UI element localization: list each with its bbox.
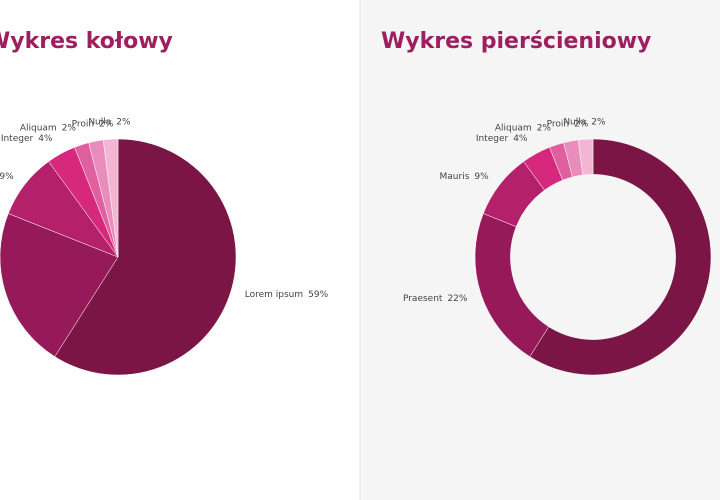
right-panel — [360, 0, 720, 500]
value-label: 2% — [62, 123, 77, 133]
slice-label: Proin 2% — [547, 119, 589, 129]
slice-label: Praesent 22% — [403, 293, 468, 303]
slice — [577, 138, 594, 176]
category-label: Lorem ipsum — [245, 289, 303, 299]
value-label: 2% — [591, 117, 606, 127]
slice-label: Mauris 9% — [440, 172, 490, 182]
value-label: 2% — [574, 119, 589, 129]
slice-label: Integer 4% — [476, 133, 528, 143]
slice-label: Lorem ipsum 59% — [245, 289, 329, 299]
category-label: Aliquam — [495, 123, 532, 133]
slice-label: Aliquam 2% — [495, 123, 552, 133]
slice-label: Proin 2% — [72, 119, 114, 129]
slice-label: Integer 4% — [1, 133, 53, 143]
value-label: 2% — [99, 119, 114, 129]
value-label: 2% — [537, 123, 552, 133]
category-label: Integer — [1, 133, 34, 143]
slice — [102, 138, 119, 258]
value-label: 9% — [0, 172, 14, 182]
category-label: Mauris — [440, 172, 470, 182]
value-label: 4% — [38, 133, 53, 143]
slice — [529, 138, 712, 376]
chart-title: Wykres kołowy — [0, 29, 173, 54]
value-label: 4% — [513, 133, 528, 143]
value-label: 9% — [474, 172, 489, 182]
category-label: Praesent — [403, 293, 443, 303]
category-label: Integer — [476, 133, 509, 143]
slice-label: Nulla 2% — [88, 117, 131, 127]
slice — [0, 213, 119, 357]
value-label: 59% — [308, 289, 328, 299]
category-label: Nulla — [88, 117, 111, 127]
chart-title: Wykres pierścieniowy — [381, 29, 651, 54]
value-label: 2% — [116, 117, 131, 127]
value-label: 22% — [447, 293, 467, 303]
slice — [54, 138, 237, 376]
category-label: Nulla — [563, 117, 586, 127]
category-label: Proin — [547, 119, 569, 129]
category-label: Proin — [72, 119, 94, 129]
slice-label: Aliquam 2% — [20, 123, 77, 133]
category-label: Aliquam — [20, 123, 57, 133]
slice-label: Nulla 2% — [563, 117, 606, 127]
